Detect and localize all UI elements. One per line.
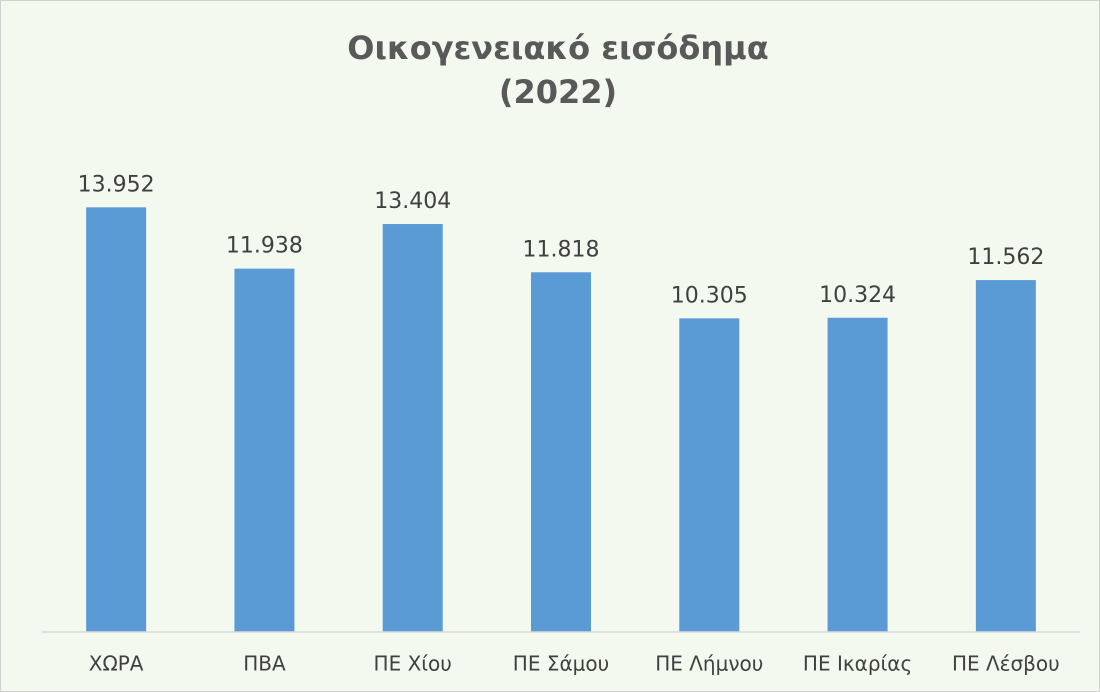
x-tick-label: ΧΩΡΑ xyxy=(89,652,144,676)
bar xyxy=(234,268,295,632)
bar xyxy=(86,207,147,632)
x-tick-label: ΠΕ Ικαρίας xyxy=(803,652,912,676)
data-label: 11.562 xyxy=(967,245,1044,270)
bar xyxy=(531,272,591,632)
data-label: 10.305 xyxy=(671,283,748,308)
data-label: 13.952 xyxy=(78,172,155,197)
x-tick-label: ΠΕ Λήμνου xyxy=(655,652,763,676)
x-tick-label: ΠΕ Λέσβου xyxy=(952,652,1060,676)
bar xyxy=(827,317,888,632)
data-label: 11.818 xyxy=(523,237,600,262)
data-label: 13.404 xyxy=(374,189,451,214)
data-label: 11.938 xyxy=(226,234,303,259)
chart-title: Οικογενειακό εισόδημα xyxy=(347,29,768,67)
bar xyxy=(382,224,443,632)
chart-title: (2022) xyxy=(499,73,617,111)
bar xyxy=(679,318,740,632)
bar xyxy=(975,280,1036,632)
data-label: 10.324 xyxy=(819,283,896,308)
x-tick-label: ΠΒΑ xyxy=(243,652,286,676)
x-tick-label: ΠΕ Χίου xyxy=(374,652,452,676)
x-tick-label: ΠΕ Σάμου xyxy=(513,652,609,676)
